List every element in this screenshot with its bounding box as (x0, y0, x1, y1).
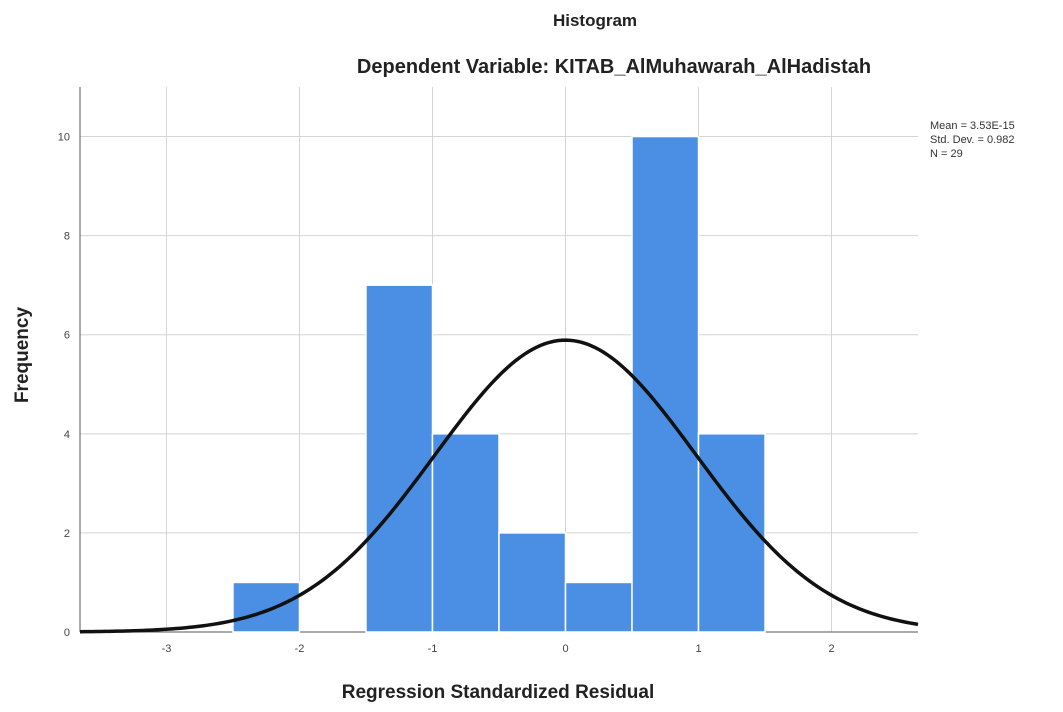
normal-curve (79, 338, 919, 634)
histogram-bars (232, 135, 766, 633)
histogram-bar (232, 581, 301, 633)
normal-curve-layer (79, 338, 919, 634)
stats-std-dev: Std. Dev. = 0.982 (930, 134, 1015, 146)
y-tick-label: 0 (64, 627, 70, 639)
histogram-bar (498, 532, 567, 633)
x-tick-label: 2 (828, 643, 834, 655)
axis-ticks: -3 -2 -1 0 1 2 0 2 4 6 8 10 (58, 132, 835, 655)
x-tick-label: -1 (428, 643, 438, 655)
chart-title: Histogram (553, 11, 637, 30)
x-tick-label: 0 (562, 643, 568, 655)
y-tick-label: 6 (64, 330, 70, 342)
x-tick-label: -2 (295, 643, 305, 655)
y-axis-label: Frequency (12, 307, 33, 404)
x-tick-label: 1 (695, 643, 701, 655)
y-tick-label: 4 (64, 429, 70, 441)
x-tick-label: -3 (162, 643, 172, 655)
histogram-bar (365, 284, 434, 633)
histogram-bar (631, 135, 700, 633)
stats-legend: Mean = 3.53E-15 Std. Dev. = 0.982 N = 29 (930, 120, 1015, 160)
y-tick-label: 10 (58, 132, 70, 144)
histogram-bar (431, 433, 500, 633)
chart-subtitle: Dependent Variable: KITAB_AlMuhawarah_Al… (357, 56, 871, 78)
stats-n: N = 29 (930, 148, 963, 160)
x-axis-label: Regression Standardized Residual (342, 682, 655, 703)
y-tick-label: 2 (64, 528, 70, 540)
histogram-bar (697, 433, 766, 633)
stats-mean: Mean = 3.53E-15 (930, 120, 1015, 132)
y-tick-label: 8 (64, 231, 70, 243)
histogram-bar (564, 581, 633, 633)
